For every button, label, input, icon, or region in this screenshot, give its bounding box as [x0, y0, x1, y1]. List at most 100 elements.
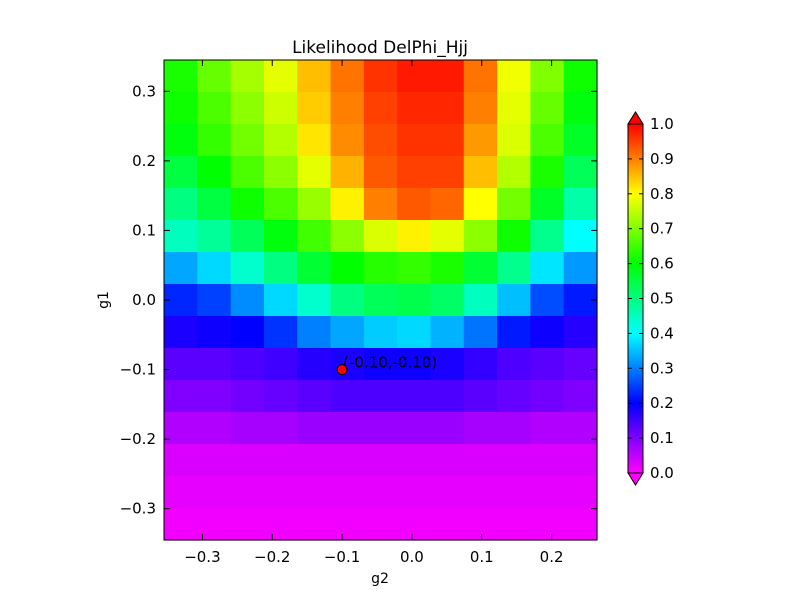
heatmap-cell: [197, 380, 232, 413]
heatmap-cell: [363, 348, 398, 381]
heatmap-cell: [230, 252, 265, 285]
heatmap-cell: [563, 124, 598, 157]
heatmap-cell: [497, 444, 531, 477]
heatmap-cell: [563, 252, 598, 285]
heatmap-cell: [530, 316, 565, 349]
heatmap-cell: [530, 188, 565, 221]
heatmap-cell: [263, 188, 298, 221]
heatmap-cell: [463, 156, 498, 189]
heatmap-cell: [363, 92, 398, 125]
heatmap-cell: [463, 316, 498, 349]
heatmap-cell: [497, 284, 531, 317]
heatmap-cell: [263, 412, 298, 445]
heatmap-cell: [430, 220, 465, 253]
heatmap-cell: [497, 156, 531, 189]
heatmap-cell: [397, 156, 432, 189]
heatmap-cell: [230, 156, 265, 189]
heatmap-cell: [263, 508, 298, 541]
heatmap-cell: [197, 124, 232, 157]
heatmap-cell: [397, 188, 432, 221]
heatmap-cell: [263, 380, 298, 413]
heatmap-cell: [263, 284, 298, 317]
heatmap-cell: [397, 476, 432, 509]
heatmap-cell: [430, 60, 465, 93]
heatmap-cell: [463, 60, 498, 93]
y-tick-label: 0.2: [132, 152, 156, 170]
chart-title: Likelihood DelPhi_Hjj: [292, 38, 468, 58]
heatmap-cell: [263, 92, 298, 125]
heatmap-cell: [330, 220, 365, 253]
heatmap-cell: [530, 220, 565, 253]
heatmap-cell: [230, 60, 265, 93]
heatmap-cell: [463, 444, 498, 477]
heatmap-cell: [463, 92, 498, 125]
heatmap-cell: [563, 508, 598, 541]
colorbar-tick-label: 0.5: [650, 290, 674, 308]
x-axis: −0.3 −0.2 −0.1 0.0 0.1 0.2: [184, 60, 564, 566]
heatmap-cell: [263, 476, 298, 509]
heatmap-cell: [297, 124, 332, 157]
heatmap-cell: [197, 220, 232, 253]
heatmap-cell: [297, 348, 332, 381]
heatmap-cell: [297, 220, 332, 253]
heatmap-cell: [563, 220, 598, 253]
colorbar-extend-max: [627, 111, 644, 125]
heatmap-cell: [297, 444, 332, 477]
heatmap-cell: [297, 476, 332, 509]
heatmap-cell: [563, 476, 598, 509]
heatmap-cell: [330, 252, 365, 285]
heatmap-cell: [197, 476, 232, 509]
heatmap-cell: [530, 156, 565, 189]
heatmap-cell: [363, 220, 398, 253]
heatmap-cell: [197, 188, 232, 221]
heatmap-cell: [563, 444, 598, 477]
heatmap-cell: [330, 92, 365, 125]
heatmap-cell: [563, 60, 598, 93]
heatmap-cell: [530, 252, 565, 285]
heatmap-cell: [463, 124, 498, 157]
heatmap-cell: [430, 380, 465, 413]
heatmap-cell: [164, 60, 198, 93]
best-fit-annotation: (-0.10,-0.10): [336, 354, 437, 376]
heatmap-cell: [563, 348, 598, 381]
heatmap-cell: [230, 476, 265, 509]
colorbar-tick-label: 0.6: [650, 255, 674, 273]
heatmap-cell: [463, 380, 498, 413]
heatmap-cell: [563, 380, 598, 413]
heatmap-cell: [164, 476, 198, 509]
heatmap-cell: [397, 124, 432, 157]
heatmap-cell: [530, 412, 565, 445]
heatmap-cell: [497, 220, 531, 253]
heatmap-cell: [363, 444, 398, 477]
heatmap-cell: [164, 220, 198, 253]
heatmap-cell: [397, 60, 432, 93]
heatmap-cell: [430, 92, 465, 125]
heatmap-cell: [497, 412, 531, 445]
heatmap-cell: [330, 380, 365, 413]
heatmap-cell: [164, 92, 198, 125]
heatmap-cell: [463, 252, 498, 285]
heatmap-cell: [363, 508, 398, 541]
heatmap-cell: [497, 476, 531, 509]
heatmap-cell: [430, 156, 465, 189]
heatmap-cell: [497, 316, 531, 349]
heatmap-cell: [530, 60, 565, 93]
heatmap-cell: [230, 284, 265, 317]
heatmap-cell: [297, 188, 332, 221]
heatmap-cell: [263, 220, 298, 253]
heatmap-cell: [164, 444, 198, 477]
x-tick-label: −0.3: [184, 548, 220, 566]
heatmap-cell: [497, 508, 531, 541]
heatmap-cell: [263, 60, 298, 93]
heatmap-cell: [430, 316, 465, 349]
heatmap-cell: [397, 508, 432, 541]
heatmap-cell: [164, 508, 198, 541]
heatmap-cell: [430, 284, 465, 317]
heatmap-cell: [530, 348, 565, 381]
heatmap-cell: [363, 380, 398, 413]
heatmap-cell: [397, 412, 432, 445]
heatmap-cell: [164, 412, 198, 445]
x-tick-label: 0.1: [470, 548, 494, 566]
heatmap-cell: [563, 316, 598, 349]
heatmap-cell: [230, 92, 265, 125]
